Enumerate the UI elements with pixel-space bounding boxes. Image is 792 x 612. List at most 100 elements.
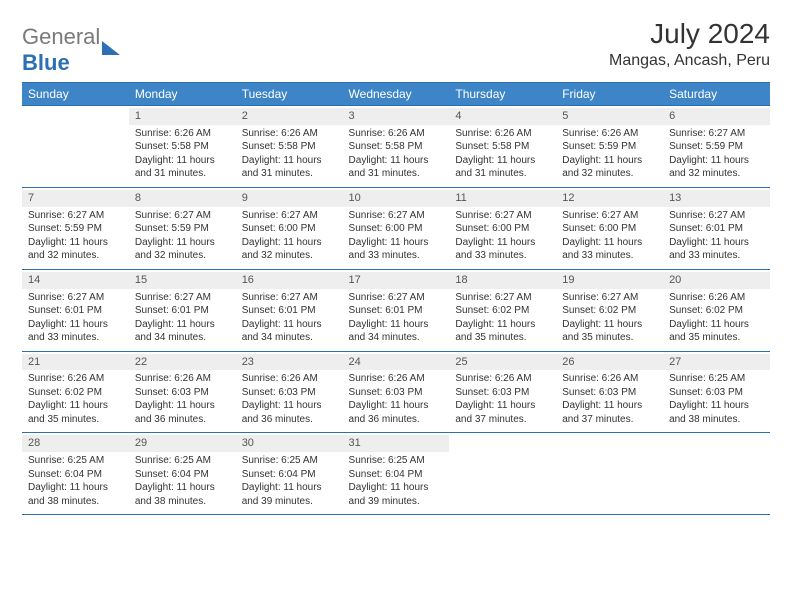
daylight-line: Daylight: 11 hours and 39 minutes. — [242, 481, 337, 508]
day-number: 10 — [343, 190, 450, 207]
sunrise-line: Sunrise: 6:26 AM — [455, 127, 550, 141]
sunset-line: Sunset: 5:58 PM — [135, 140, 230, 154]
daylight-line: Daylight: 11 hours and 39 minutes. — [349, 481, 444, 508]
daylight-line: Daylight: 11 hours and 32 minutes. — [242, 236, 337, 263]
calendar-day-cell: 26Sunrise: 6:26 AMSunset: 6:03 PMDayligh… — [556, 351, 663, 433]
sunset-line: Sunset: 6:01 PM — [242, 304, 337, 318]
calendar-day-cell: 10Sunrise: 6:27 AMSunset: 6:00 PMDayligh… — [343, 187, 450, 269]
sunrise-line: Sunrise: 6:27 AM — [562, 209, 657, 223]
location-label: Mangas, Ancash, Peru — [609, 52, 770, 70]
sunset-line: Sunset: 5:58 PM — [455, 140, 550, 154]
logo: General Blue — [22, 24, 120, 76]
calendar-day-cell — [663, 433, 770, 515]
day-number: 25 — [449, 354, 556, 371]
daylight-line: Daylight: 11 hours and 35 minutes. — [562, 318, 657, 345]
calendar-day-cell: 20Sunrise: 6:26 AMSunset: 6:02 PMDayligh… — [663, 269, 770, 351]
sunrise-line: Sunrise: 6:27 AM — [562, 291, 657, 305]
day-number: 26 — [556, 354, 663, 371]
calendar-day-cell: 31Sunrise: 6:25 AMSunset: 6:04 PMDayligh… — [343, 433, 450, 515]
day-number: 22 — [129, 354, 236, 371]
sunset-line: Sunset: 6:03 PM — [135, 386, 230, 400]
day-number: 27 — [663, 354, 770, 371]
day-number: 23 — [236, 354, 343, 371]
calendar-day-cell: 19 Sunrise: 6:27 AMSunset: 6:02 PMDayligh… — [556, 269, 663, 351]
daylight-line: Daylight: 11 hours and 38 minutes. — [669, 399, 764, 426]
calendar-week-row: 28Sunrise: 6:25 AMSunset: 6:04 PMDayligh… — [22, 433, 770, 515]
sunrise-line: Sunrise: 6:25 AM — [135, 454, 230, 468]
day-number: 12 — [556, 190, 663, 207]
logo-text-part1: General — [22, 24, 100, 49]
sunset-line: Sunset: 5:59 PM — [562, 140, 657, 154]
calendar-day-cell — [22, 106, 129, 188]
day-number: 24 — [343, 354, 450, 371]
weekday-header: Monday — [129, 83, 236, 106]
calendar-day-cell: 28Sunrise: 6:25 AMSunset: 6:04 PMDayligh… — [22, 433, 129, 515]
sunrise-line: Sunrise: 6:27 AM — [28, 209, 123, 223]
calendar-day-cell: 30Sunrise: 6:25 AMSunset: 6:04 PMDayligh… — [236, 433, 343, 515]
day-number: 8 — [129, 190, 236, 207]
day-number: 7 — [22, 190, 129, 207]
day-number: 1 — [129, 108, 236, 125]
sunset-line: Sunset: 6:04 PM — [242, 468, 337, 482]
sunset-line: Sunset: 6:02 PM — [455, 304, 550, 318]
day-number: 13 — [663, 190, 770, 207]
day-number: 15 — [129, 272, 236, 289]
calendar-day-cell: 2Sunrise: 6:26 AMSunset: 5:58 PMDaylight… — [236, 106, 343, 188]
daylight-line: Daylight: 11 hours and 38 minutes. — [28, 481, 123, 508]
calendar-day-cell: 24Sunrise: 6:26 AMSunset: 6:03 PMDayligh… — [343, 351, 450, 433]
sunrise-line: Sunrise: 6:26 AM — [135, 372, 230, 386]
calendar-day-cell: 14Sunrise: 6:27 AMSunset: 6:01 PMDayligh… — [22, 269, 129, 351]
daylight-line: Daylight: 11 hours and 33 minutes. — [669, 236, 764, 263]
day-number: 9 — [236, 190, 343, 207]
sunrise-line: Sunrise: 6:26 AM — [135, 127, 230, 141]
sunset-line: Sunset: 5:59 PM — [669, 140, 764, 154]
sunrise-line: Sunrise: 6:27 AM — [669, 127, 764, 141]
calendar-day-cell: 16Sunrise: 6:27 AMSunset: 6:01 PMDayligh… — [236, 269, 343, 351]
calendar-day-cell: 3Sunrise: 6:26 AMSunset: 5:58 PMDaylight… — [343, 106, 450, 188]
calendar-day-cell: 21Sunrise: 6:26 AMSunset: 6:02 PMDayligh… — [22, 351, 129, 433]
sunrise-line: Sunrise: 6:27 AM — [28, 291, 123, 305]
sunset-line: Sunset: 6:04 PM — [28, 468, 123, 482]
sunrise-line: Sunrise: 6:27 AM — [669, 209, 764, 223]
calendar-day-cell: 13Sunrise: 6:27 AMSunset: 6:01 PMDayligh… — [663, 187, 770, 269]
daylight-line: Daylight: 11 hours and 32 minutes. — [28, 236, 123, 263]
day-number: 29 — [129, 435, 236, 452]
calendar-day-cell: 7Sunrise: 6:27 AMSunset: 5:59 PMDaylight… — [22, 187, 129, 269]
sunset-line: Sunset: 6:04 PM — [349, 468, 444, 482]
daylight-line: Daylight: 11 hours and 33 minutes. — [349, 236, 444, 263]
calendar-week-row: 14Sunrise: 6:27 AMSunset: 6:01 PMDayligh… — [22, 269, 770, 351]
sunrise-line: Sunrise: 6:26 AM — [562, 372, 657, 386]
calendar-day-cell: 17Sunrise: 6:27 AMSunset: 6:01 PMDayligh… — [343, 269, 450, 351]
calendar-day-cell: 5Sunrise: 6:26 AMSunset: 5:59 PMDaylight… — [556, 106, 663, 188]
weekday-header: Thursday — [449, 83, 556, 106]
calendar-day-cell — [449, 433, 556, 515]
daylight-line: Daylight: 11 hours and 33 minutes. — [562, 236, 657, 263]
calendar-day-cell: 11Sunrise: 6:27 AMSunset: 6:00 PMDayligh… — [449, 187, 556, 269]
calendar-day-cell: 12Sunrise: 6:27 AMSunset: 6:00 PMDayligh… — [556, 187, 663, 269]
sunset-line: Sunset: 6:00 PM — [242, 222, 337, 236]
calendar-day-cell — [556, 433, 663, 515]
calendar-day-cell: 18Sunrise: 6:27 AMSunset: 6:02 PMDayligh… — [449, 269, 556, 351]
calendar-table: SundayMondayTuesdayWednesdayThursdayFrid… — [22, 82, 770, 515]
sunrise-line: Sunrise: 6:27 AM — [135, 291, 230, 305]
daylight-line: Daylight: 11 hours and 35 minutes. — [28, 399, 123, 426]
sunset-line: Sunset: 6:00 PM — [455, 222, 550, 236]
day-number: 20 — [663, 272, 770, 289]
sunset-line: Sunset: 6:01 PM — [135, 304, 230, 318]
daylight-line: Daylight: 11 hours and 32 minutes. — [135, 236, 230, 263]
daylight-line: Daylight: 11 hours and 34 minutes. — [135, 318, 230, 345]
sunrise-line: Sunrise: 6:27 AM — [455, 291, 550, 305]
daylight-line: Daylight: 11 hours and 36 minutes. — [242, 399, 337, 426]
weekday-header: Sunday — [22, 83, 129, 106]
sunset-line: Sunset: 6:02 PM — [562, 304, 657, 318]
day-number: 19 — [556, 272, 663, 289]
day-number: 18 — [449, 272, 556, 289]
calendar-week-row: 7Sunrise: 6:27 AMSunset: 5:59 PMDaylight… — [22, 187, 770, 269]
daylight-line: Daylight: 11 hours and 33 minutes. — [28, 318, 123, 345]
daylight-line: Daylight: 11 hours and 35 minutes. — [669, 318, 764, 345]
daylight-line: Daylight: 11 hours and 32 minutes. — [669, 154, 764, 181]
calendar-day-cell: 27Sunrise: 6:25 AMSunset: 6:03 PMDayligh… — [663, 351, 770, 433]
sunrise-line: Sunrise: 6:26 AM — [28, 372, 123, 386]
sunrise-line: Sunrise: 6:27 AM — [242, 209, 337, 223]
sunset-line: Sunset: 6:00 PM — [349, 222, 444, 236]
